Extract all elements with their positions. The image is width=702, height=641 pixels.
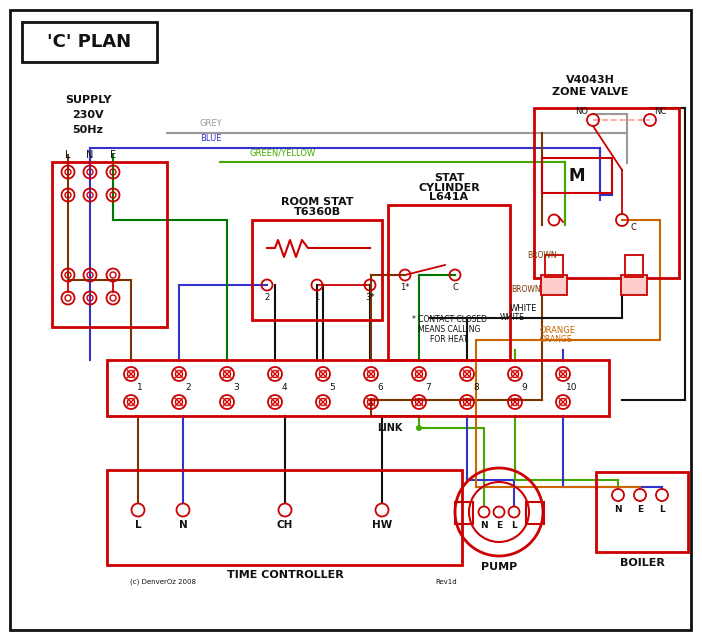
Text: ORANGE: ORANGE [540,335,573,344]
Text: GREY: GREY [200,119,223,128]
Text: 1: 1 [314,292,319,301]
Text: L641A: L641A [430,192,468,202]
Bar [526,502,544,524]
Bar [534,108,679,278]
Text: MEANS CALLING: MEANS CALLING [418,326,480,335]
Text: * CONTACT CLOSED: * CONTACT CLOSED [411,315,486,324]
Text: STAT: STAT [434,173,464,183]
Text: V4043H: V4043H [566,75,614,85]
Text: M: M [569,167,585,185]
Text: L: L [511,522,517,531]
Text: 5: 5 [329,383,335,392]
Text: 3*: 3* [365,292,375,301]
Text: L: L [65,150,71,160]
Text: L: L [135,520,141,530]
Text: 10: 10 [567,383,578,392]
Text: HW: HW [372,520,392,530]
Text: E: E [496,522,502,531]
Text: 'C' PLAN: 'C' PLAN [47,33,131,51]
Bar [107,360,609,416]
Text: 1*: 1* [400,283,410,292]
Text: SUPPLY: SUPPLY [65,95,111,105]
Text: GREEN/YELLOW: GREEN/YELLOW [250,149,316,158]
Text: 2: 2 [185,383,191,392]
Text: 7: 7 [425,383,431,392]
Bar [542,158,612,193]
Bar [455,502,473,524]
Bar [388,205,510,360]
Text: CYLINDER: CYLINDER [418,183,480,193]
Bar [596,472,688,552]
Text: C: C [452,283,458,292]
Text: E: E [637,506,643,515]
Bar [545,255,563,277]
Text: 4: 4 [282,383,287,392]
Text: WHITE: WHITE [510,304,537,313]
Text: (c) DenverOz 2008: (c) DenverOz 2008 [130,579,196,585]
Text: NO: NO [576,108,588,117]
Text: ZONE VALVE: ZONE VALVE [552,87,628,97]
Text: 1: 1 [137,383,143,392]
Bar [107,470,462,565]
Text: WHITE: WHITE [500,313,525,322]
Text: PUMP: PUMP [481,562,517,572]
Text: N: N [178,520,187,530]
Text: LINK: LINK [377,423,403,433]
Text: E: E [110,150,116,160]
Text: N: N [86,150,93,160]
Text: T6360B: T6360B [293,207,340,217]
Text: 3: 3 [233,383,239,392]
Text: N: N [480,522,488,531]
Text: 230V: 230V [72,110,104,120]
Text: BLUE: BLUE [200,134,222,143]
Text: BOILER: BOILER [620,558,664,568]
Text: 9: 9 [521,383,527,392]
Text: BROWN: BROWN [527,251,557,260]
Bar [52,162,167,327]
Text: FOR HEAT: FOR HEAT [430,335,468,344]
Text: TIME CONTROLLER: TIME CONTROLLER [227,570,343,580]
Text: 6: 6 [377,383,383,392]
Text: NC: NC [654,108,666,117]
Text: CH: CH [277,520,293,530]
Bar [625,255,643,277]
Text: L: L [659,506,665,515]
Bar [22,22,157,62]
Text: 8: 8 [473,383,479,392]
Text: N: N [614,506,622,515]
Bar [621,275,647,295]
Text: BROWN: BROWN [511,285,541,294]
Bar [252,220,382,320]
Text: ROOM STAT: ROOM STAT [281,197,353,207]
Circle shape [416,425,422,431]
Text: 2: 2 [265,292,270,301]
Text: C: C [630,224,636,233]
Text: 50Hz: 50Hz [72,125,103,135]
Text: ORANGE: ORANGE [540,326,576,335]
Bar [541,275,567,295]
Text: Rev1d: Rev1d [435,579,456,585]
